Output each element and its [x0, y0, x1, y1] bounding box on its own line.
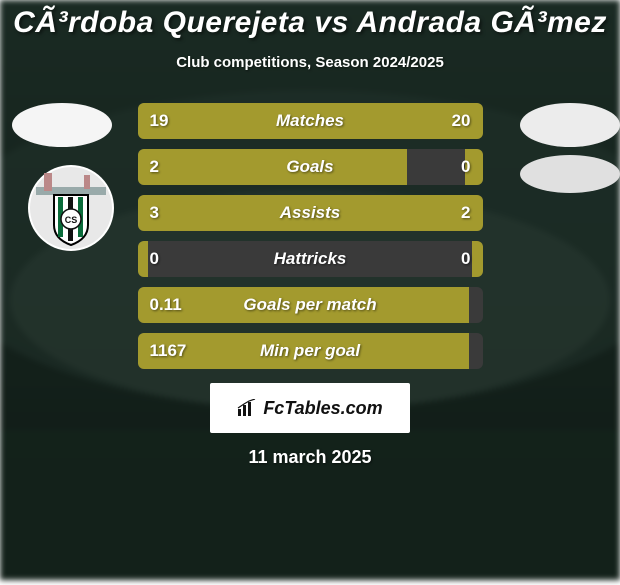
- stat-row: 1167 Min per goal: [138, 333, 483, 369]
- stat-row: 0.11 Goals per match: [138, 287, 483, 323]
- page-title: CÃ³rdoba Querejeta vs Andrada GÃ³mez: [13, 6, 607, 40]
- stat-value-left: 0.11: [150, 295, 182, 315]
- stat-label: Goals per match: [243, 295, 376, 315]
- stat-value-right: 20: [452, 111, 471, 131]
- stat-value-left: 19: [150, 111, 169, 131]
- stat-label: Assists: [280, 203, 340, 223]
- stat-value-left: 3: [150, 203, 159, 223]
- stat-label: Hattricks: [274, 249, 347, 269]
- fctables-logo-text: FcTables.com: [237, 398, 382, 419]
- stat-label: Min per goal: [260, 341, 360, 361]
- stat-row: 19 20 Matches: [138, 103, 483, 139]
- player1-club-badge-1: [12, 103, 112, 147]
- player2-club-badge-2: [520, 155, 620, 193]
- stat-value-right: 0: [461, 249, 470, 269]
- stat-bar-right: [472, 241, 482, 277]
- stat-label: Goals: [286, 157, 333, 177]
- stat-value-left: 1167: [150, 341, 187, 361]
- stat-bar-left: [138, 241, 148, 277]
- stat-value-left: 2: [150, 157, 159, 177]
- stat-value-right: 0: [461, 157, 470, 177]
- stat-row: 0 0 Hattricks: [138, 241, 483, 277]
- svg-text:CS: CS: [65, 215, 78, 225]
- subtitle: Club competitions, Season 2024/2025: [176, 54, 444, 71]
- stat-rows: 1920Matches20Goals32Assists00Hattricks0.…: [138, 103, 483, 369]
- chart-icon: [237, 399, 257, 417]
- player2-club-badge-1: [520, 103, 620, 147]
- stat-bar-left: [138, 149, 407, 185]
- fctables-label: FcTables.com: [263, 398, 382, 419]
- fctables-logo-box: FcTables.com: [210, 383, 410, 433]
- date-label: 11 march 2025: [248, 447, 371, 468]
- stat-label: Matches: [276, 111, 344, 131]
- stat-value-right: 2: [461, 203, 470, 223]
- stat-value-left: 0: [150, 249, 159, 269]
- stat-row: 3 2 Assists: [138, 195, 483, 231]
- player1-club-badge-2: CS: [28, 165, 114, 251]
- stat-row: 2 0 Goals: [138, 149, 483, 185]
- comparison-area: CS 1920Matches20Goals32Assists00Hattrick…: [0, 103, 620, 369]
